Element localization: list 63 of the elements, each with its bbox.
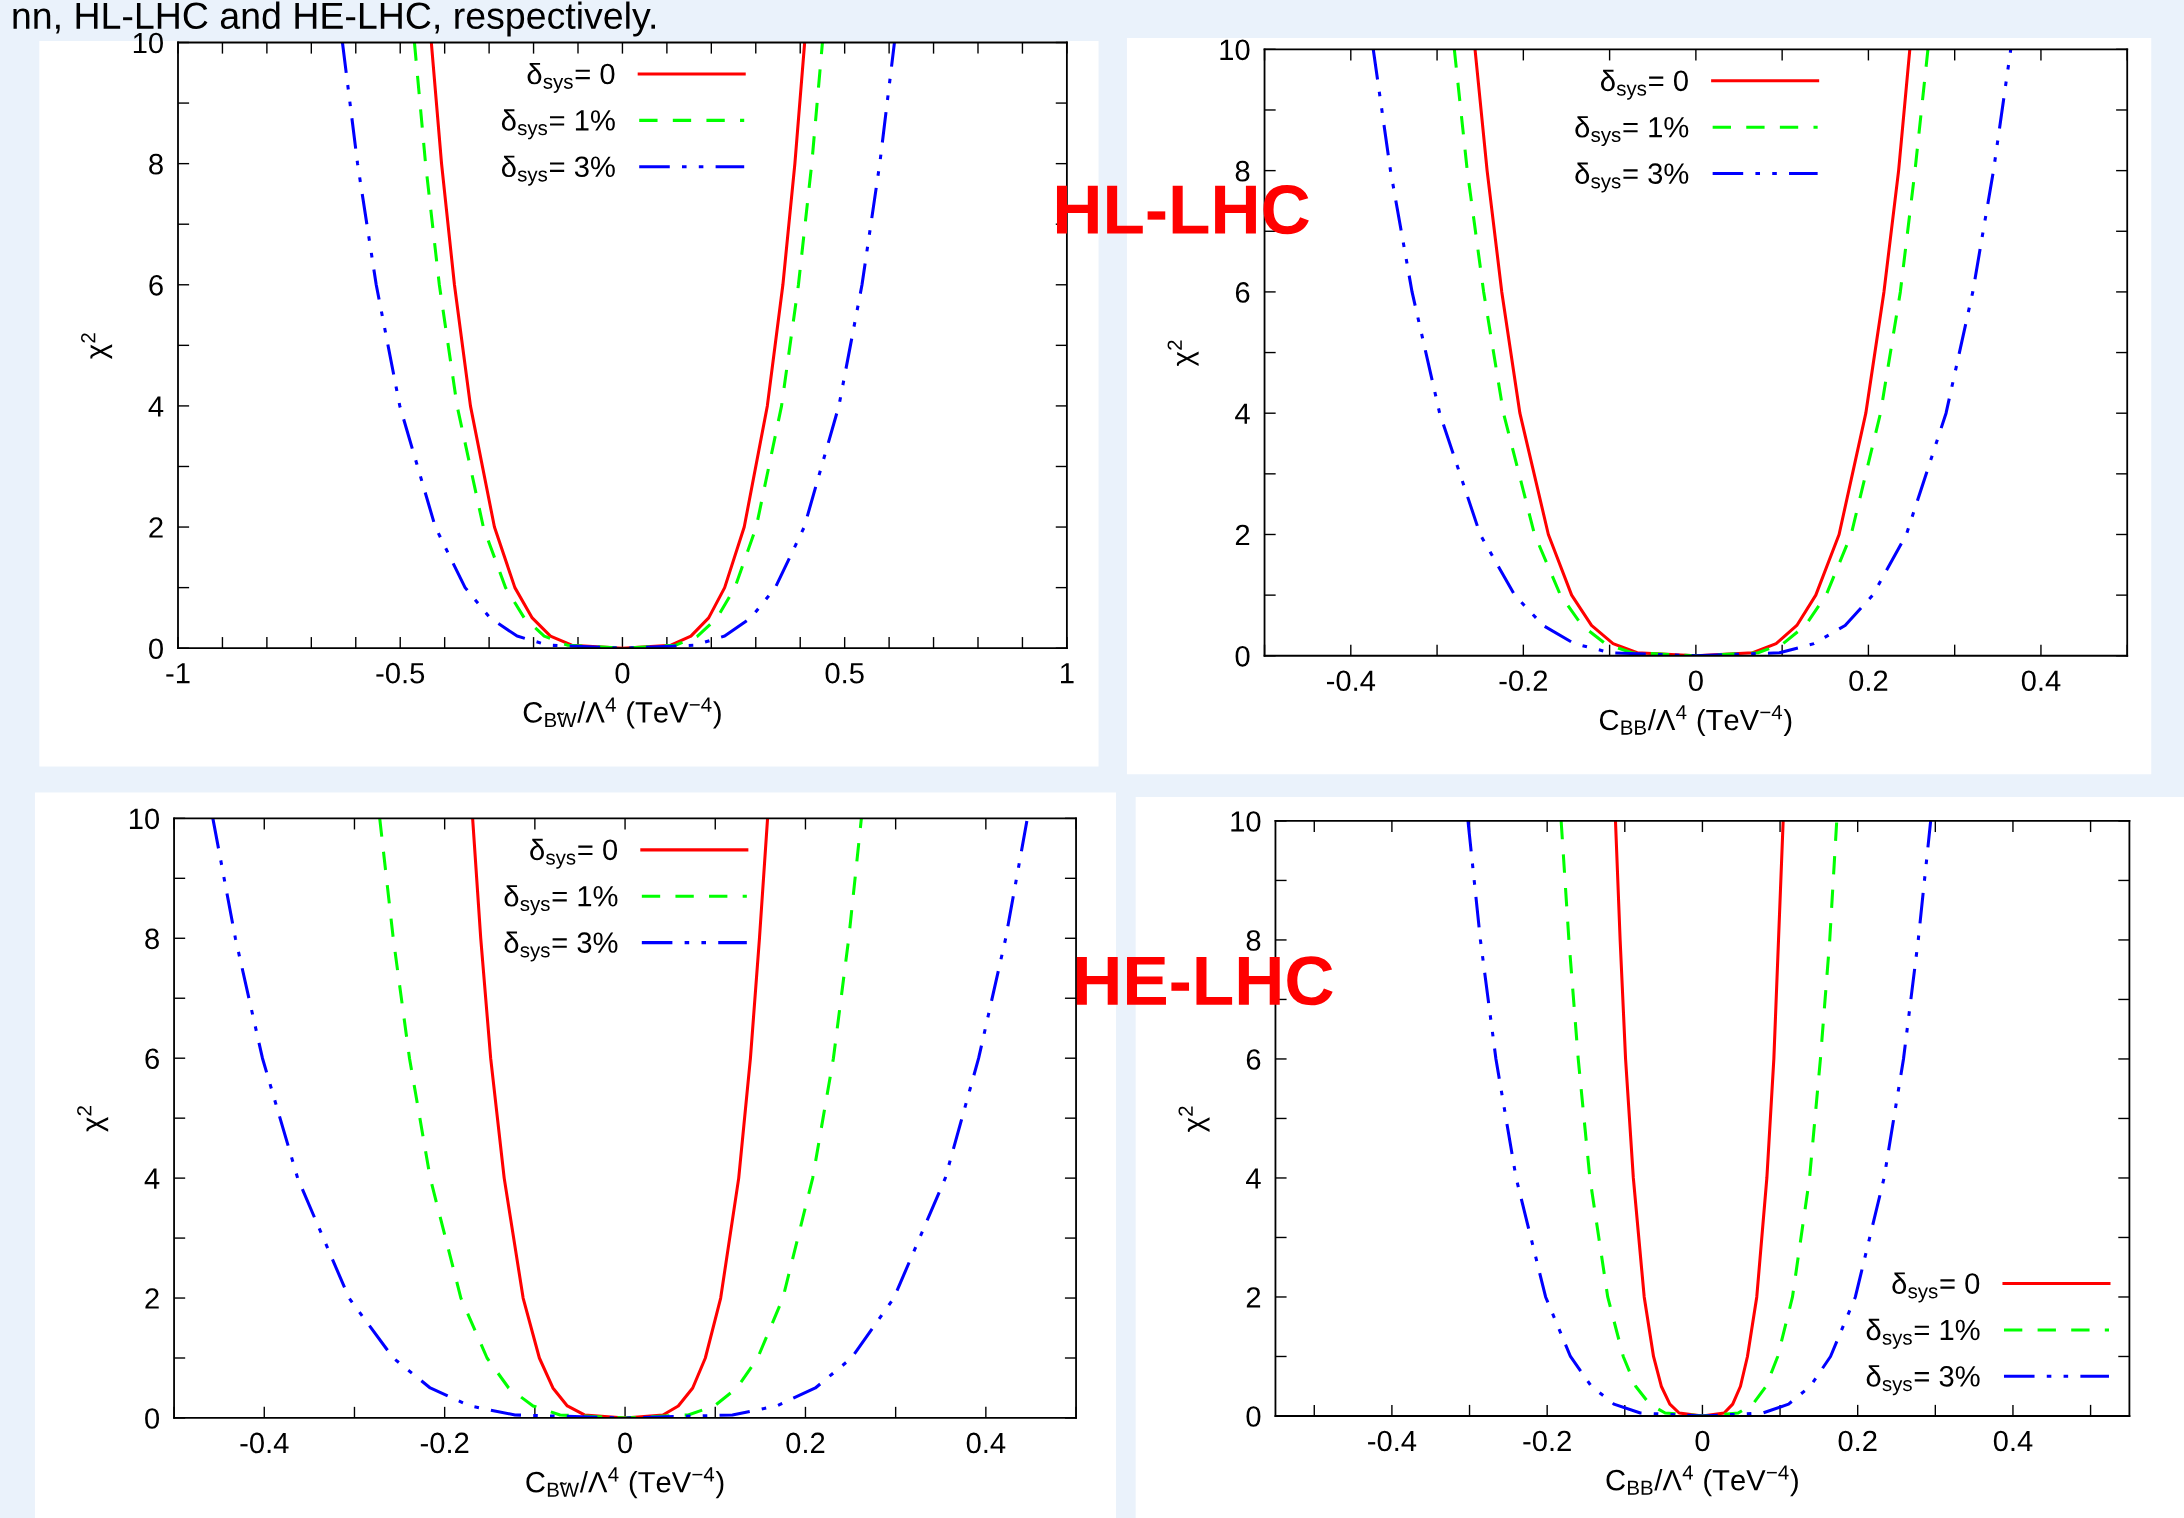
y-axis-title: χ$^{2}$ bbox=[77, 1106, 109, 1132]
y-tick-label: 8 bbox=[1235, 160, 1250, 182]
x-tick-label: -0.4 bbox=[1368, 1430, 1417, 1452]
legend-label: δ$_{sys}$= 1% bbox=[504, 885, 618, 916]
x-tick-label: 0 bbox=[618, 1432, 633, 1454]
y-tick-label: 2 bbox=[149, 517, 163, 538]
y-tick-label: 8 bbox=[145, 928, 159, 950]
x-tick-label: 0 bbox=[615, 662, 630, 684]
legend-label: δ$_{sys}$= 3% bbox=[501, 155, 615, 186]
y-tick-label: 0 bbox=[1246, 1406, 1261, 1427]
legend-label: δ$_{sys}$= 3% bbox=[1866, 1365, 1980, 1396]
legend-label: δ$_{sys}$= 0 bbox=[1892, 1272, 1980, 1303]
y-axis-title: χ$^{2}$ bbox=[81, 333, 113, 359]
x-tick-label: 0.4 bbox=[966, 1432, 1006, 1454]
legend-label: δ$_{sys}$= 0 bbox=[1601, 69, 1688, 100]
y-tick-label: 4 bbox=[1235, 403, 1250, 424]
x-tick-label: 1 bbox=[1061, 663, 1074, 684]
y-tick-label: 4 bbox=[144, 1168, 160, 1189]
x-axis-title: C$_{BB}$/Λ$^{4}$ (TeV$^{−4}$) bbox=[1599, 705, 1792, 737]
y-tick-label: 10 bbox=[129, 808, 160, 830]
legend-label: δ$_{sys}$= 1% bbox=[1575, 116, 1689, 147]
y-tick-label: 2 bbox=[145, 1288, 159, 1309]
x-tick-label: -0.5 bbox=[376, 662, 425, 684]
y-axis-title: χ$^{2}$ bbox=[1178, 1106, 1210, 1133]
x-tick-label: -0.4 bbox=[240, 1432, 289, 1454]
legend-label: δ$_{sys}$= 3% bbox=[504, 931, 618, 962]
x-tick-label: -1 bbox=[166, 663, 190, 684]
x-axis-title: C$_{BB}$/Λ$^{4}$ (TeV$^{−4}$) bbox=[1606, 1465, 1798, 1497]
y-tick-label: 0 bbox=[149, 638, 163, 660]
legend-label: δ$_{sys}$= 0 bbox=[530, 838, 618, 869]
y-tick-label: 0 bbox=[1235, 645, 1250, 667]
x-tick-label: 0.2 bbox=[1849, 670, 1888, 692]
x-tick-label: 0.4 bbox=[1993, 1430, 2033, 1452]
x-axis-title: C$_{B̃W}$/Λ$^{4}$ (TeV$^{−4}$) bbox=[523, 697, 721, 729]
y-tick-label: 10 bbox=[1231, 811, 1261, 832]
y-tick-label: 8 bbox=[149, 153, 163, 175]
y-tick-label: 10 bbox=[1220, 39, 1250, 61]
x-tick-label: -0.2 bbox=[1523, 1430, 1571, 1452]
y-axis-title: χ$^{2}$ bbox=[1167, 340, 1199, 367]
x-tick-label: 0 bbox=[1688, 670, 1703, 692]
legend-label: δ$_{sys}$= 3% bbox=[1575, 162, 1689, 193]
y-tick-label: 8 bbox=[1246, 930, 1261, 951]
x-tick-label: 0.2 bbox=[786, 1432, 825, 1454]
y-tick-label: 2 bbox=[1235, 524, 1250, 546]
x-tick-label: 0.2 bbox=[1838, 1430, 1877, 1452]
x-tick-label: -0.2 bbox=[420, 1432, 469, 1454]
x-tick-label: 0.5 bbox=[825, 662, 864, 684]
y-tick-label: 2 bbox=[1246, 1287, 1261, 1308]
legend-label: δ$_{sys}$= 1% bbox=[1866, 1318, 1980, 1349]
y-tick-label: 6 bbox=[149, 274, 163, 296]
legend-label: δ$_{sys}$= 0 bbox=[527, 62, 615, 93]
y-tick-label: 4 bbox=[148, 396, 164, 417]
x-tick-label: -0.4 bbox=[1326, 670, 1376, 692]
y-tick-label: 6 bbox=[145, 1048, 159, 1070]
legend-label: δ$_{sys}$= 1% bbox=[501, 109, 615, 140]
y-tick-label: 0 bbox=[145, 1408, 160, 1429]
x-tick-label: 0.4 bbox=[2021, 670, 2061, 692]
x-axis-title: C$_{B̃W}$/Λ$^{4}$ (TeV$^{−4}$) bbox=[526, 1467, 724, 1499]
y-tick-label: 6 bbox=[1246, 1049, 1261, 1070]
y-tick-label: 4 bbox=[1246, 1168, 1261, 1189]
x-tick-label: -0.2 bbox=[1499, 670, 1548, 692]
y-tick-label: 6 bbox=[1235, 282, 1250, 303]
x-tick-label: 0 bbox=[1695, 1430, 1710, 1452]
